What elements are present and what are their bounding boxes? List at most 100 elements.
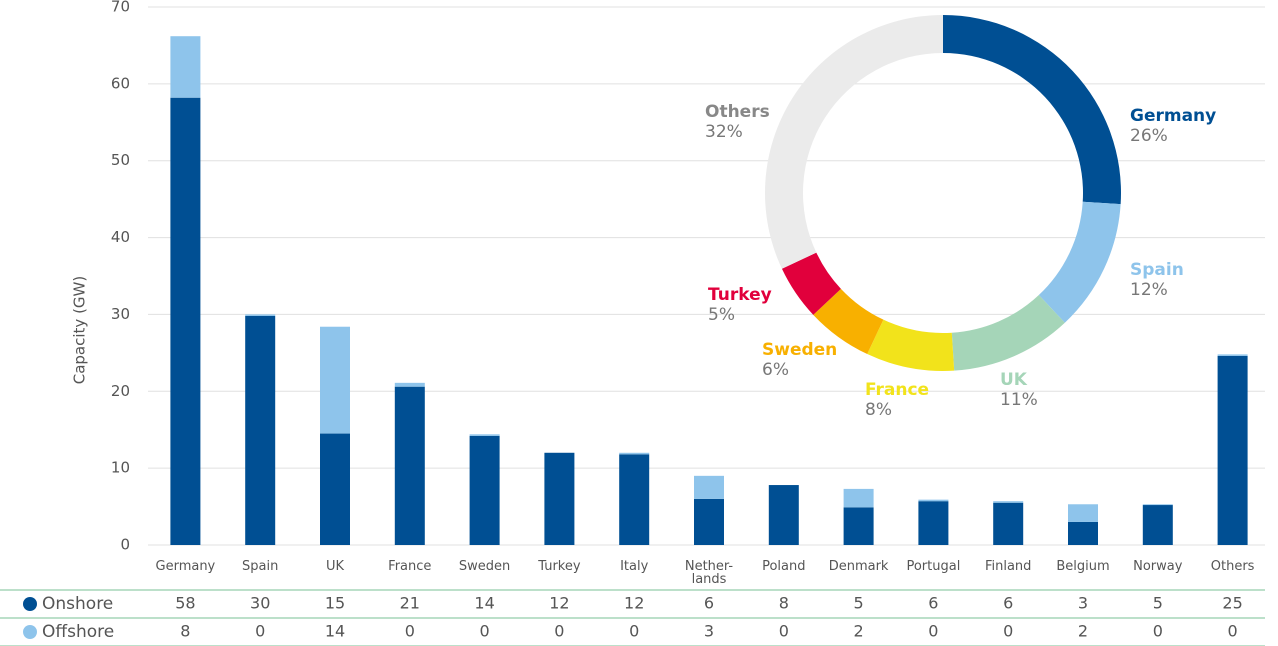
table-value: 0 (629, 622, 639, 641)
donut-label: UK (1000, 370, 1028, 390)
bar-segment (1217, 354, 1248, 356)
bar-segment (1142, 504, 1173, 506)
table-value: 3 (1078, 594, 1088, 613)
donut-segment (951, 295, 1065, 371)
table-value: 0 (554, 622, 564, 641)
bar-segment (170, 97, 201, 545)
y-tick-label: 40 (111, 228, 130, 246)
bar-segment (1068, 504, 1098, 522)
x-tick-label: Finland (984, 559, 1032, 574)
x-tick-label: Turkey (538, 559, 581, 574)
bar-segment (694, 475, 724, 499)
bar-segment (1217, 355, 1248, 545)
table-value: 12 (624, 594, 644, 613)
x-tick-label: Italy (620, 559, 649, 574)
table-value: 21 (400, 594, 420, 613)
table-value: 5 (1153, 594, 1163, 613)
table-value: 25 (1222, 594, 1242, 613)
table-value: 0 (480, 622, 490, 641)
x-tick-label: Nether- lands (684, 559, 734, 587)
donut-percent: 26% (1130, 126, 1168, 146)
table-value: 14 (325, 622, 345, 641)
x-tick-label: Poland (762, 559, 806, 574)
y-tick-label: 20 (111, 382, 130, 400)
bar-segment (694, 498, 724, 545)
donut-label: France (865, 380, 929, 400)
table-value: 6 (928, 594, 938, 613)
y-tick-label: 60 (111, 74, 130, 92)
table-value: 3 (704, 622, 714, 641)
x-tick-label: UK (325, 559, 345, 574)
bar-segment (245, 314, 276, 316)
y-tick-label: 0 (120, 536, 130, 554)
table-value: 0 (928, 622, 938, 641)
donut-percent: 12% (1130, 280, 1168, 300)
x-tick-label: France (388, 559, 432, 574)
donut-segment (781, 252, 841, 315)
legend-label: Offshore (42, 622, 114, 642)
bar-segment (843, 488, 874, 508)
table-value: 15 (325, 594, 345, 613)
table-value: 12 (549, 594, 569, 613)
bar-segment (843, 507, 874, 545)
legend-swatch (23, 597, 37, 611)
bar-segment (170, 36, 201, 98)
bar-segment (320, 326, 350, 434)
table-value: 6 (1003, 594, 1013, 613)
bar-segment (394, 382, 425, 387)
table-value: 8 (779, 594, 789, 613)
donut-segment (765, 15, 943, 269)
donut-segment (813, 288, 884, 355)
x-tick-label: Others (1210, 559, 1255, 574)
bar-segment (1142, 505, 1173, 545)
donut-percent: 8% (865, 400, 892, 420)
bar-segment (394, 386, 425, 545)
donut-percent: 32% (705, 122, 743, 142)
donut-label: Turkey (708, 285, 772, 305)
x-tick-label: Denmark (828, 559, 889, 574)
donut-percent: 11% (1000, 390, 1038, 410)
table-value: 5 (854, 594, 864, 613)
table-value: 0 (1228, 622, 1238, 641)
y-tick-label: 50 (111, 151, 130, 169)
donut-segment (867, 319, 955, 371)
bar-segment (993, 502, 1024, 545)
y-tick-label: 30 (111, 305, 130, 323)
x-tick-label: Portugal (906, 559, 961, 574)
bar-segment (768, 485, 799, 545)
bar-segment (245, 315, 276, 545)
x-tick-label: Norway (1133, 559, 1183, 574)
bar-segment (469, 435, 500, 545)
donut-percent: 6% (762, 360, 789, 380)
bar-segment (469, 434, 500, 436)
donut-label: Others (705, 102, 770, 122)
table-value: 2 (854, 622, 864, 641)
x-tick-label: Germany (155, 559, 216, 574)
legend-swatch (23, 625, 37, 639)
table-value: 0 (1003, 622, 1013, 641)
donut-segment (943, 15, 1121, 205)
bar-segment (320, 433, 350, 545)
bar-segment (993, 501, 1024, 503)
bar-segment (544, 452, 575, 545)
bar-segment (918, 499, 949, 502)
table-value: 0 (255, 622, 265, 641)
y-axis-label: Capacity (GW) (71, 276, 89, 384)
donut-percent: 5% (708, 305, 735, 325)
table-value: 0 (405, 622, 415, 641)
table-value: 0 (779, 622, 789, 641)
table-value: 14 (474, 594, 494, 613)
table-value: 58 (175, 594, 195, 613)
donut-label: Germany (1130, 106, 1216, 126)
bar-segment (918, 501, 949, 545)
donut-label: Spain (1130, 260, 1184, 280)
table-value: 6 (704, 594, 714, 613)
donut-label: Sweden (762, 340, 837, 360)
x-tick-label: Belgium (1056, 559, 1110, 574)
table-value: 8 (180, 622, 190, 641)
y-tick-label: 70 (111, 0, 130, 16)
table-value: 2 (1078, 622, 1088, 641)
x-tick-label: Spain (242, 559, 279, 574)
